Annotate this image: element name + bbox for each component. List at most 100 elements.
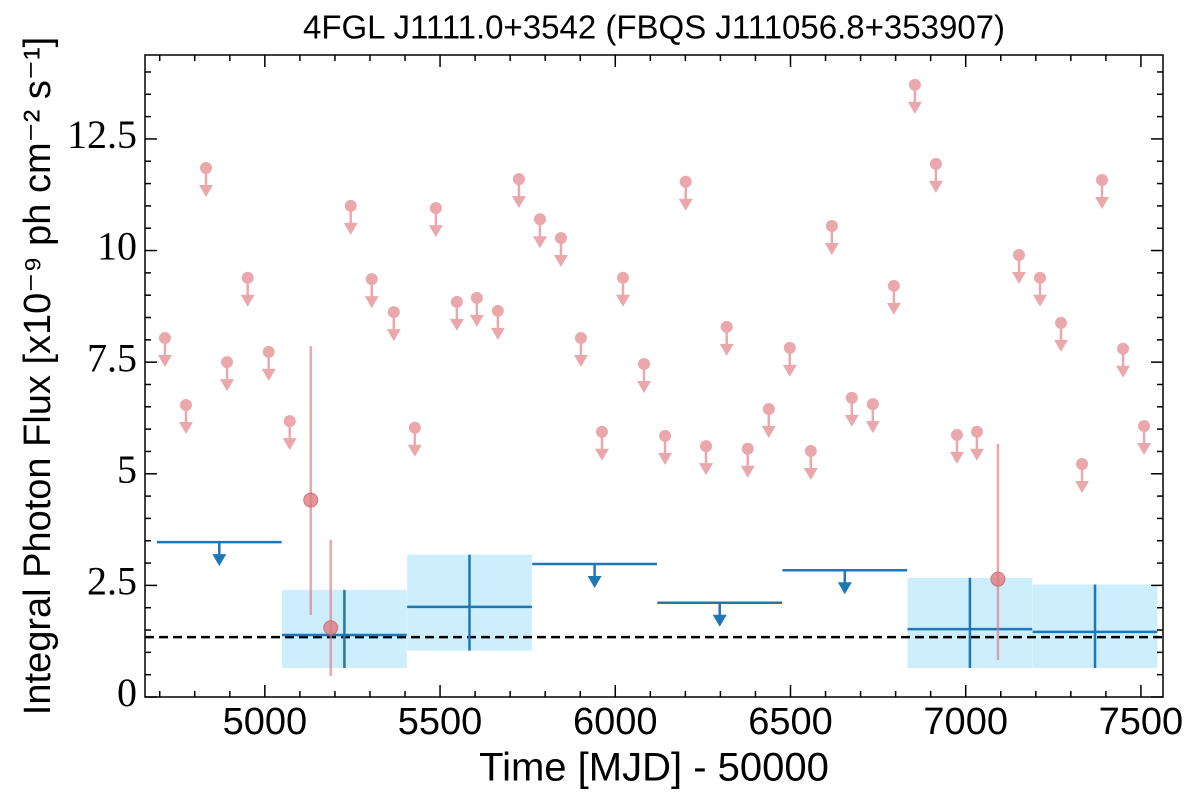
y-tick-label: 12.5 xyxy=(67,112,137,157)
upper-limit xyxy=(678,175,693,211)
upper-limit-point xyxy=(866,398,879,411)
x-tick-label: 5500 xyxy=(398,701,483,743)
arrow-head xyxy=(886,302,901,315)
upper-limit-point xyxy=(408,421,421,434)
arrow-head xyxy=(490,327,505,340)
upper-limit xyxy=(699,440,714,476)
arrow-head xyxy=(179,422,194,435)
upper-limit xyxy=(1116,342,1131,378)
upper-limit-point xyxy=(221,356,234,369)
upper-limit-point xyxy=(554,232,567,245)
upper-limit-point xyxy=(470,291,483,304)
arrow-head xyxy=(782,364,797,377)
upper-limit xyxy=(615,271,630,307)
arrow-head xyxy=(511,196,526,209)
arrow-head xyxy=(198,184,213,197)
upper-limit-point xyxy=(387,306,400,319)
upper-limit xyxy=(719,320,734,356)
upper-limit xyxy=(511,173,526,209)
upper-limit xyxy=(469,291,484,327)
y-tick-label: 10 xyxy=(97,224,137,269)
upper-limit-point xyxy=(845,391,858,404)
plot-frame xyxy=(144,54,1164,698)
upper-limit-point xyxy=(950,428,963,441)
y-tick-label: 2.5 xyxy=(87,559,137,604)
detection-point xyxy=(990,571,1006,587)
arrow-head xyxy=(573,355,588,368)
upper-limit xyxy=(364,273,379,309)
upper-limit xyxy=(1011,249,1026,285)
detection-point xyxy=(303,492,319,508)
arrow-head xyxy=(553,255,568,268)
bin-arrow-head xyxy=(212,554,227,567)
upper-limit xyxy=(594,425,609,461)
upper-limit-point xyxy=(1117,342,1130,355)
upper-limit xyxy=(658,429,673,465)
upper-limit-point xyxy=(595,425,608,438)
upper-limit xyxy=(637,357,652,393)
upper-limit xyxy=(282,415,297,451)
upper-limit xyxy=(157,332,172,368)
upper-limit xyxy=(761,403,776,439)
arrow-head xyxy=(928,180,943,193)
upper-limit xyxy=(886,279,901,315)
upper-limit-point xyxy=(659,429,672,442)
arrow-head xyxy=(761,426,776,439)
upper-limit-point xyxy=(616,271,629,284)
upper-limit xyxy=(928,157,943,193)
arrow-head xyxy=(343,222,358,235)
upper-limit-point xyxy=(638,357,651,370)
arrow-head xyxy=(469,314,484,327)
arrow-head xyxy=(449,318,464,331)
x-tick-label: 5000 xyxy=(223,701,308,743)
arrow-head xyxy=(699,463,714,476)
arrow-head xyxy=(240,294,255,307)
y-axis-label: Integral Photon Flux [x10⁻⁹ ph cm⁻² s⁻¹] xyxy=(17,37,59,715)
arrow-head xyxy=(824,242,839,255)
upper-limit-point xyxy=(679,175,692,188)
upper-limit-point xyxy=(720,320,733,333)
arrow-head xyxy=(803,468,818,481)
upper-limit-point xyxy=(533,213,546,226)
arrow-head xyxy=(364,296,379,309)
arrow-head xyxy=(658,452,673,465)
y-tick-label: 7.5 xyxy=(87,335,137,380)
upper-limit xyxy=(844,391,859,427)
upper-limit xyxy=(573,332,588,368)
upper-limit-point xyxy=(825,219,838,232)
arrow-head xyxy=(1075,480,1090,493)
upper-limit-point xyxy=(929,157,942,170)
upper-limit xyxy=(220,356,235,392)
arrow-head xyxy=(844,414,859,427)
upper-limit xyxy=(553,232,568,268)
upper-limit xyxy=(261,345,276,381)
arrow-head xyxy=(1054,339,1069,352)
chart-title: 4FGL J1111.0+3542 (FBQS J111056.8+353907… xyxy=(303,9,1005,46)
x-tick-label: 7500 xyxy=(1099,701,1184,743)
arrow-head xyxy=(532,236,547,249)
upper-limit-point xyxy=(970,425,983,438)
upper-limit-point xyxy=(887,279,900,292)
bin-arrow-head xyxy=(712,614,727,627)
arrow-head xyxy=(865,421,880,434)
upper-limit xyxy=(532,213,547,249)
upper-limit xyxy=(740,442,755,478)
upper-limit xyxy=(490,304,505,340)
upper-limit-point xyxy=(1138,420,1151,433)
upper-limit-point xyxy=(450,295,463,308)
arrow-head xyxy=(386,329,401,342)
upper-limit xyxy=(449,295,464,331)
upper-limit xyxy=(407,421,422,457)
upper-limit-point xyxy=(158,332,171,345)
arrow-head xyxy=(949,451,964,464)
upper-limit xyxy=(386,306,401,342)
upper-limit xyxy=(1075,457,1090,493)
upper-limit xyxy=(1137,420,1152,456)
upper-limit xyxy=(969,425,984,461)
arrow-head xyxy=(1011,272,1026,285)
upper-limit xyxy=(198,161,213,197)
upper-limit-point xyxy=(491,304,504,317)
arrow-head xyxy=(969,448,984,461)
upper-limit-point xyxy=(1096,174,1109,187)
